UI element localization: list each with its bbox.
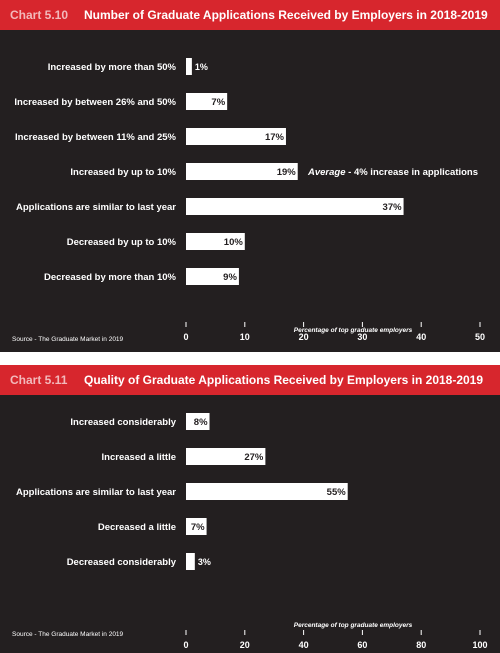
tick-label: 60 [357,640,367,650]
bar [186,198,404,215]
category-label: Increased by up to 10% [70,167,176,178]
data-label: 37% [383,202,403,213]
data-label: 10% [224,237,244,248]
data-label: 55% [327,487,347,498]
data-label: 27% [244,452,264,463]
chart-number: Chart 5.11 [10,373,68,387]
tick-label: 30 [357,332,367,342]
data-label: 8% [194,417,208,428]
annotation-lead: Average [307,167,346,178]
bar [186,233,245,250]
source-note: Source - The Graduate Market in 2019 [12,631,124,638]
tick-label: 20 [299,332,309,342]
tick-label: 0 [183,640,188,650]
category-label: Decreased by more than 10% [44,272,177,283]
chart-panel-5-11: Chart 5.11 Quality of Graduate Applicati… [0,365,500,653]
chart-header: Chart 5.10 Number of Graduate Applicatio… [0,0,500,30]
data-label: 9% [223,272,237,283]
bar [186,413,210,430]
tick-label: 40 [299,640,309,650]
data-label: 7% [211,97,225,108]
tick-label: 10 [240,332,250,342]
tick-label: 0 [183,332,188,342]
data-label: 19% [277,167,297,178]
tick-label: 100 [472,640,487,650]
bar-chart: Increased considerably 8% Increased a litt… [12,413,488,650]
source-note: Source - The Graduate Market in 2019 [12,336,124,343]
chart-title: Quality of Graduate Applications Receive… [84,373,484,387]
category-label: Increased a little [102,452,176,463]
category-label: Applications are similar to last year [16,202,176,213]
chart-panel-5-10: Chart 5.10 Number of Graduate Applicatio… [0,0,500,352]
bar [186,448,266,465]
tick-label: 80 [416,640,426,650]
tick-label: 50 [475,332,485,342]
chart-title: Number of Graduate Applications Received… [84,8,488,22]
category-label: Increased by between 26% and 50% [14,97,176,108]
x-axis-label: Percentage of top graduate employers [294,622,413,629]
category-label: Increased considerably [70,417,176,428]
category-label: Decreased considerably [67,557,177,568]
annotation-text: - 4% increase in applications [346,167,479,178]
bar [186,553,195,570]
annotation: Average - 4% increase in applications [307,167,478,178]
tick-label: 40 [416,332,426,342]
bar [186,268,239,285]
x-axis-label: Percentage of top graduate employers [294,327,413,334]
tick-label: 20 [240,640,250,650]
data-label: 1% [195,62,208,72]
bar [186,483,348,500]
data-label: 17% [265,132,285,143]
category-label: Decreased a little [98,522,176,533]
bar [186,58,192,75]
category-label: Decreased by up to 10% [67,237,177,248]
data-label: 7% [191,522,205,533]
data-label: 3% [198,557,211,567]
bar [186,163,298,180]
chart-number: Chart 5.10 [10,8,69,22]
bar [186,128,286,145]
bar-chart: Increased by more than 50% 1% Increased by… [12,58,485,343]
category-label: Applications are similar to last year [16,487,176,498]
bar [186,93,228,110]
bar [186,518,207,535]
chart-header: Chart 5.11 Quality of Graduate Applicati… [0,365,500,395]
category-label: Increased by between 11% and 25% [15,132,177,143]
category-label: Increased by more than 50% [48,62,177,73]
